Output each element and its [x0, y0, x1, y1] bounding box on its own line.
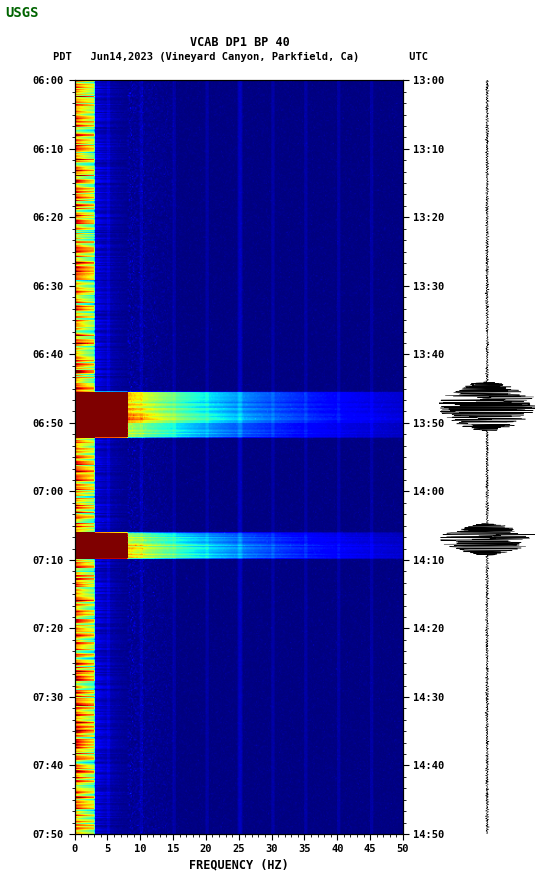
Text: PDT   Jun14,2023 (Vineyard Canyon, Parkfield, Ca)        UTC: PDT Jun14,2023 (Vineyard Canyon, Parkfie…: [52, 52, 428, 62]
Text: USGS: USGS: [6, 6, 39, 21]
Text: VCAB DP1 BP 40: VCAB DP1 BP 40: [190, 36, 290, 49]
X-axis label: FREQUENCY (HZ): FREQUENCY (HZ): [189, 859, 289, 871]
